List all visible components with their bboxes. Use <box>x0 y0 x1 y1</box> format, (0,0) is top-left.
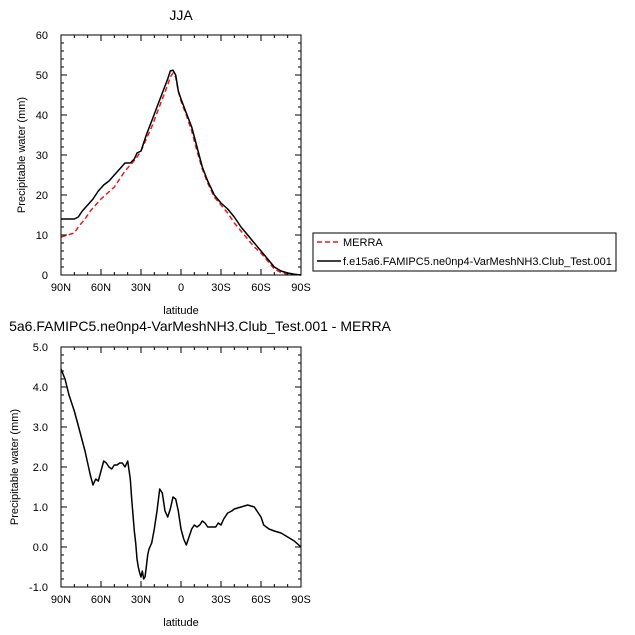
bottom-plot-frame <box>60 346 302 588</box>
bottom-x-tick-label: 90S <box>291 594 311 606</box>
top-series-line-0 <box>60 72 302 276</box>
legend: MERRA f.e15a6.FAMIPC5.ne0np4-VarMeshNH3.… <box>312 232 617 272</box>
bottom-y-tick-label: 0.0 <box>33 542 48 554</box>
top-x-tick-label: 90S <box>291 282 311 294</box>
legend-frame <box>312 232 617 272</box>
bottom-x-tick-label: 60N <box>91 594 111 606</box>
bottom-y-tick-label: -1.0 <box>29 582 48 594</box>
bottom-y-axis-label: Precipitable water (mm) <box>9 409 21 525</box>
top-y-tick-label: 30 <box>36 150 48 162</box>
bottom-y-tick-label: 1.0 <box>33 502 48 514</box>
top-x-tick-label: 30N <box>131 282 151 294</box>
legend-label-merra: MERRA <box>343 237 383 249</box>
bottom-series-group <box>60 368 302 580</box>
top-x-axis-label: latitude <box>163 305 198 317</box>
top-chart-title: JJA <box>169 7 193 23</box>
bottom-x-tick-label: 90N <box>51 594 71 606</box>
top-y-axis: 0 10 20 30 40 50 60 <box>36 30 301 282</box>
top-x-tick-label: 30S <box>211 282 231 294</box>
top-series-group <box>60 69 302 276</box>
top-chart: JJA 90N 60N 30N 0 30S 60S 90S 0 10 20 30 40 50 60 la… <box>16 7 617 317</box>
top-x-tick-label: 60S <box>251 282 271 294</box>
top-y-tick-label: 50 <box>36 70 48 82</box>
bottom-y-axis: -1.0 0.0 1.0 2.0 3.0 4.0 5.0 <box>29 342 301 594</box>
top-y-tick-label: 0 <box>42 270 48 282</box>
top-y-tick-label: 60 <box>36 30 48 42</box>
top-y-tick-label: 10 <box>36 230 48 242</box>
bottom-x-tick-label: 30S <box>211 594 231 606</box>
bottom-y-tick-label: 2.0 <box>33 462 48 474</box>
top-series-line-1 <box>61 69 302 276</box>
top-y-tick-label: 40 <box>36 110 48 122</box>
bottom-x-tick-label: 60S <box>251 594 271 606</box>
bottom-series-line-0 <box>60 368 302 580</box>
top-x-tick-label: 90N <box>51 282 71 294</box>
legend-label-model: f.e15a6.FAMIPC5.ne0np4-VarMeshNH3.Club_T… <box>343 256 612 268</box>
bottom-x-axis: 90N 60N 30N 0 30S 60S 90S <box>51 347 311 606</box>
top-x-tick-label: 60N <box>91 282 111 294</box>
top-y-axis-label: Precipitable water (mm) <box>16 97 28 213</box>
bottom-chart-title: 5a6.FAMIPC5.ne0np4-VarMeshNH3.Club_Test.… <box>9 318 391 334</box>
bottom-y-tick-label: 4.0 <box>33 382 48 394</box>
bottom-y-tick-label: 5.0 <box>33 342 48 354</box>
top-plot-frame <box>60 34 302 276</box>
bottom-x-axis-label: latitude <box>163 617 198 629</box>
bottom-chart: 5a6.FAMIPC5.ne0np4-VarMeshNH3.Club_Test.… <box>9 318 392 629</box>
bottom-y-tick-label: 3.0 <box>33 422 48 434</box>
top-y-tick-label: 20 <box>36 190 48 202</box>
bottom-x-tick-label: 30N <box>131 594 151 606</box>
top-x-axis: 90N 60N 30N 0 30S 60S 90S <box>51 35 311 294</box>
bottom-x-tick-label: 0 <box>178 594 184 606</box>
top-x-tick-label: 0 <box>178 282 184 294</box>
